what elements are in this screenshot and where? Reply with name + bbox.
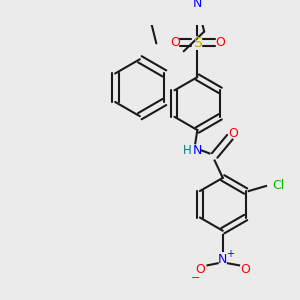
Text: H: H <box>183 144 192 157</box>
Text: S: S <box>193 35 202 50</box>
Text: −: − <box>190 272 200 283</box>
Text: O: O <box>196 263 205 276</box>
Text: O: O <box>228 127 238 140</box>
Text: O: O <box>215 36 225 49</box>
Text: +: + <box>226 249 234 259</box>
Text: Cl: Cl <box>272 179 284 193</box>
Text: N: N <box>193 144 202 157</box>
Text: O: O <box>170 36 180 49</box>
Text: N: N <box>218 253 227 266</box>
Text: N: N <box>193 0 202 11</box>
Text: O: O <box>240 263 250 276</box>
